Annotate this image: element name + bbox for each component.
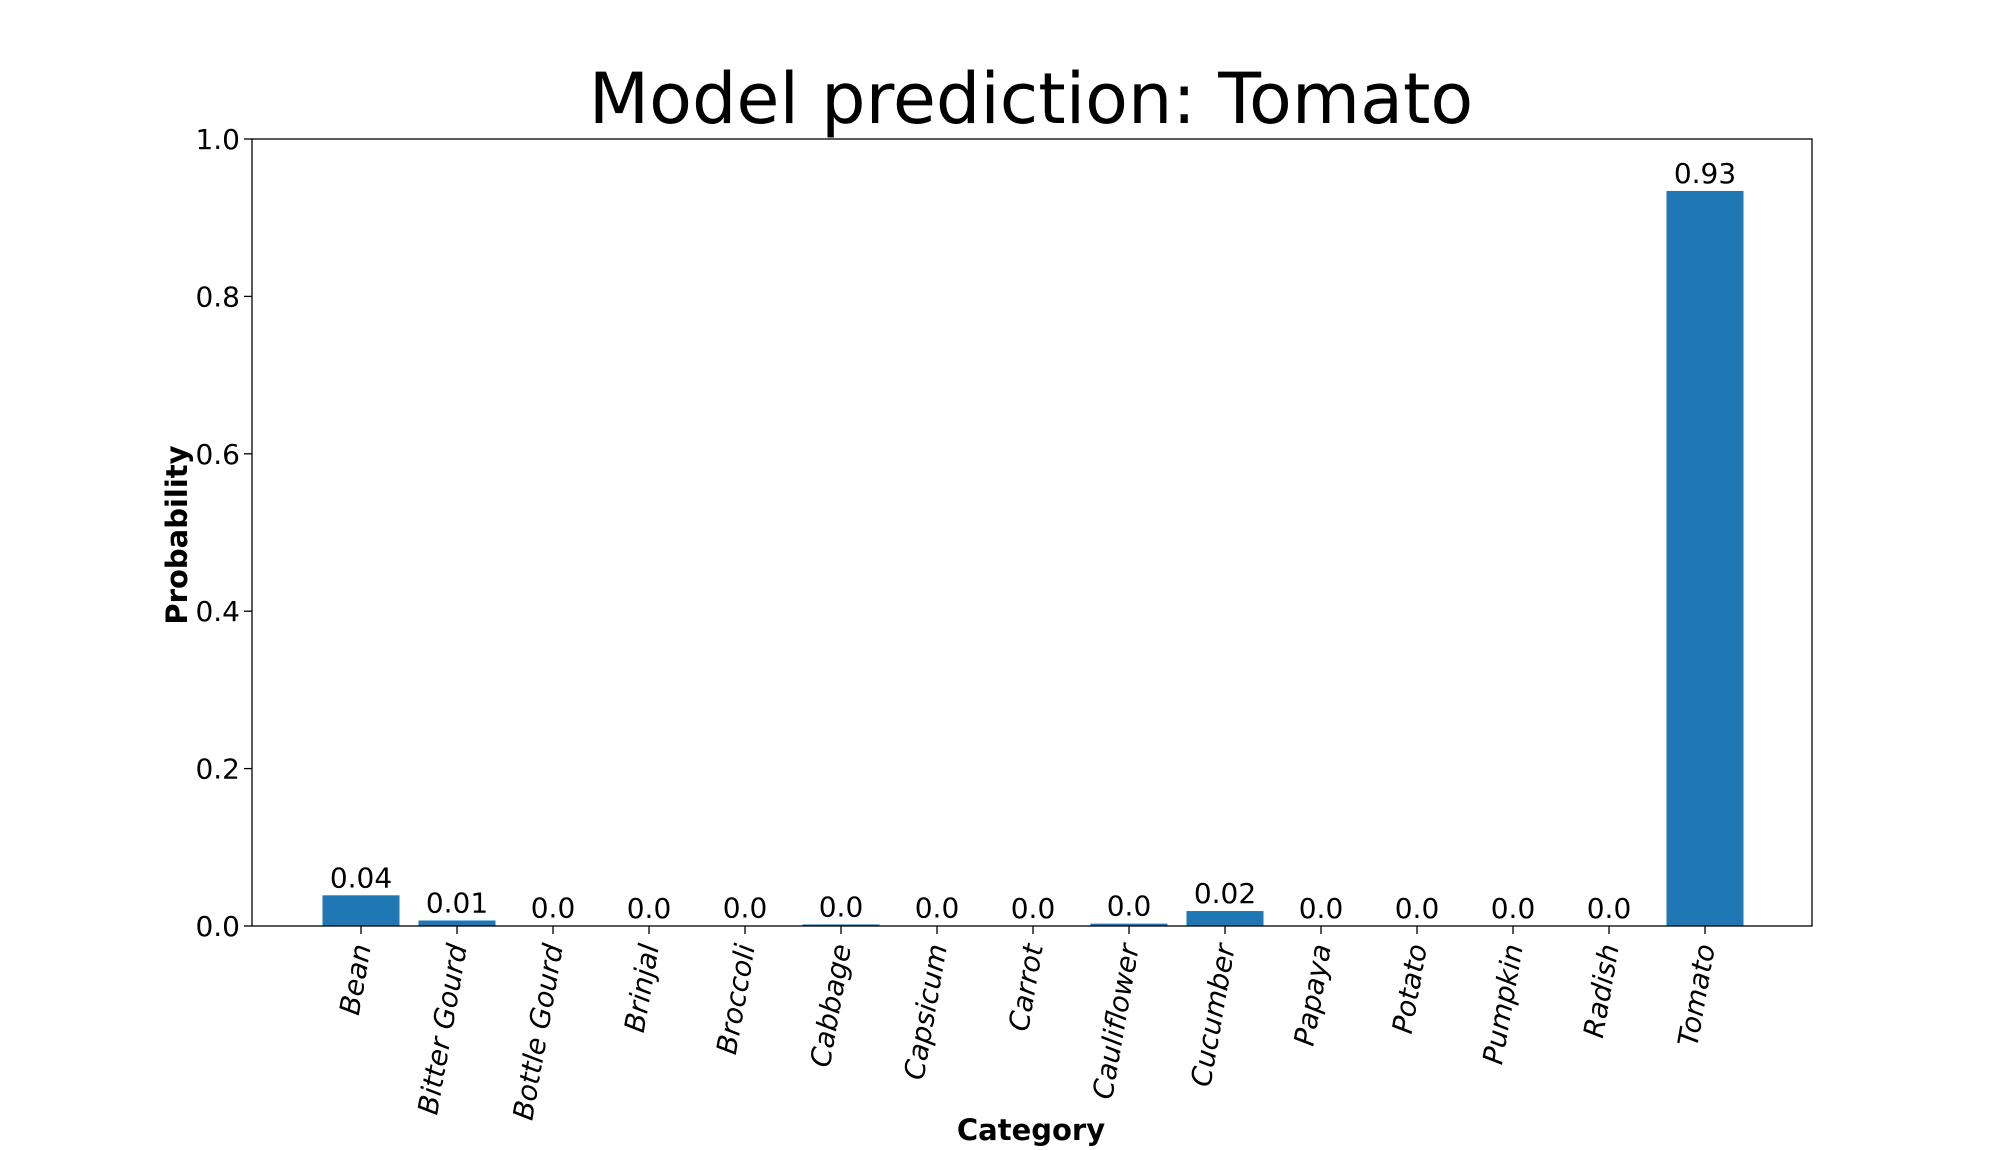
y-axis-ticks: 0.0 0.2 0.4 0.6 0.8 1.0 — [195, 123, 252, 943]
chart-title: Model prediction: Tomato — [589, 58, 1474, 140]
x-tick-label: Tomato — [1671, 941, 1721, 1048]
x-axis-ticks: Bean Bitter Gourd Bottle Gourd Brinjal Brocc… — [333, 926, 1722, 1123]
x-tick-label: Cucumber — [1184, 940, 1242, 1089]
bar-cucumber — [1186, 911, 1264, 926]
x-tick-label: Radish — [1577, 941, 1626, 1040]
value-labels-group: 0.04 0.01 0.0 0.0 0.0 0.0 0.0 0.0 0.0 0.02 0.0 0.0 0… — [330, 157, 1736, 925]
bar-bitter-gourd — [418, 920, 496, 926]
bar-value-label: 0.0 — [915, 892, 960, 925]
x-tick-label: Papaya — [1288, 941, 1338, 1048]
bar-value-label: 0.0 — [627, 892, 672, 925]
y-axis-label: Probability — [160, 445, 194, 624]
plot-area-frame — [251, 138, 1813, 927]
bar-value-label: 0.0 — [1491, 892, 1536, 925]
bar-value-label: 0.0 — [1299, 892, 1344, 925]
bar-value-label: 0.0 — [1011, 892, 1056, 925]
bar-value-label: 0.01 — [426, 886, 488, 919]
bar-value-label: 0.02 — [1194, 877, 1256, 910]
bar-value-label: 0.0 — [1107, 890, 1152, 923]
x-tick-label: Broccoli — [710, 941, 762, 1057]
x-tick-label: Pumpkin — [1476, 941, 1530, 1066]
bar-value-label: 0.0 — [723, 892, 768, 925]
x-tick-label: Bitter Gourd — [411, 941, 473, 1117]
bar-value-label: 0.0 — [1587, 892, 1632, 925]
x-tick-label: Cabbage — [804, 941, 858, 1069]
x-tick-label: Capsicum — [898, 941, 954, 1082]
y-tick-label: 0.2 — [195, 753, 240, 786]
x-tick-label: Cauliflower — [1086, 940, 1146, 1102]
x-tick-label: Brinjal — [618, 941, 666, 1035]
bar-cauliflower — [1090, 923, 1168, 926]
y-tick-label: 0.6 — [195, 438, 240, 471]
y-tick-label: 0.8 — [195, 280, 240, 313]
x-tick-label: Bean — [333, 941, 378, 1017]
bar-value-label: 0.04 — [330, 861, 392, 894]
bar-tomato — [1666, 190, 1744, 926]
x-tick-label: Carrot — [1002, 940, 1050, 1033]
bar-value-label: 0.0 — [531, 892, 576, 925]
y-tick-label: 0.4 — [195, 595, 240, 628]
bar-value-label: 0.0 — [1395, 892, 1440, 925]
bar-value-label: 0.0 — [819, 890, 864, 923]
y-tick-label: 1.0 — [195, 123, 240, 156]
bar-value-label: 0.93 — [1674, 157, 1736, 190]
bar-cabbage — [802, 924, 880, 926]
bars-group — [322, 190, 1744, 926]
x-tick-label: Potato — [1386, 941, 1434, 1036]
y-tick-label: 0.0 — [195, 910, 240, 943]
bar-bean — [322, 895, 400, 926]
x-tick-label: Bottle Gourd — [506, 941, 569, 1122]
x-axis-label: Category — [957, 1113, 1105, 1147]
